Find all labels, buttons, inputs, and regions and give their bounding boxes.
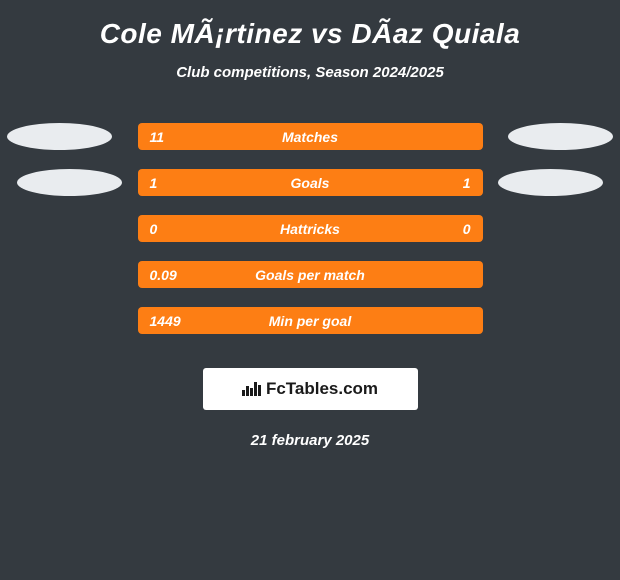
stat-bar: 11 Matches (138, 123, 483, 150)
stat-label: Goals per match (255, 267, 365, 283)
stat-bar: 1 Goals 1 (138, 169, 483, 196)
stat-value-right: 1 (463, 175, 471, 191)
stat-row-goals: 1 Goals 1 (0, 169, 620, 196)
stat-value-left: 1 (150, 175, 158, 191)
stat-bar: 1449 Min per goal (138, 307, 483, 334)
logo-box[interactable]: FcTables.com (203, 368, 418, 410)
logo: FcTables.com (242, 379, 378, 399)
main-container: Cole MÃ¡rtinez vs DÃ­az Quiala Club comp… (0, 0, 620, 459)
stat-row-min-per-goal: 1449 Min per goal (0, 307, 620, 334)
stat-row-goals-per-match: 0.09 Goals per match (0, 261, 620, 288)
stat-label: Matches (282, 129, 338, 145)
stat-value-left: 0 (150, 221, 158, 237)
ellipse-right (498, 169, 603, 196)
page-title: Cole MÃ¡rtinez vs DÃ­az Quiala (100, 18, 521, 50)
stat-value-left: 0.09 (150, 267, 177, 283)
logo-label: FcTables.com (266, 379, 378, 399)
stat-row-hattricks: 0 Hattricks 0 (0, 215, 620, 242)
stat-bar: 0 Hattricks 0 (138, 215, 483, 242)
stat-label: Min per goal (269, 313, 351, 329)
ellipse-right (508, 123, 613, 150)
ellipse-left (17, 169, 122, 196)
stat-row-matches: 11 Matches (0, 123, 620, 150)
stat-label: Goals (291, 175, 330, 191)
stat-value-right: 0 (463, 221, 471, 237)
subtitle: Club competitions, Season 2024/2025 (176, 64, 444, 81)
stat-value-left: 11 (150, 129, 165, 145)
date-text: 21 february 2025 (251, 432, 369, 449)
stat-bar: 0.09 Goals per match (138, 261, 483, 288)
stat-value-left: 1449 (150, 313, 181, 329)
barchart-icon (242, 382, 261, 396)
stat-label: Hattricks (280, 221, 340, 237)
ellipse-left (7, 123, 112, 150)
